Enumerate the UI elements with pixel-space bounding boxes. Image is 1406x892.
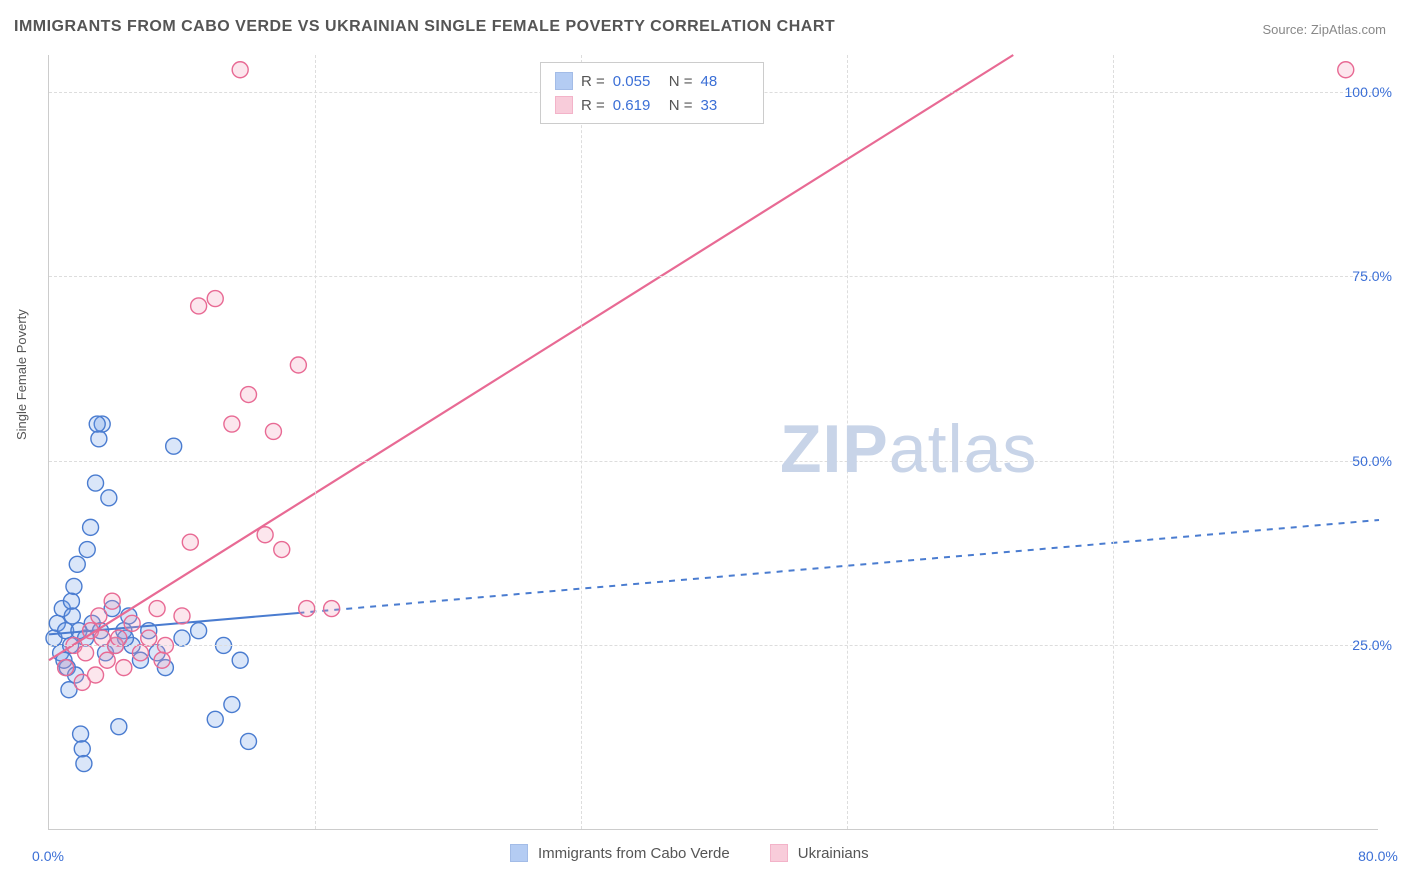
swatch-ukr (555, 96, 573, 114)
data-point (182, 534, 198, 550)
data-point (1338, 62, 1354, 78)
scatter-svg (49, 55, 1378, 829)
gridline-h (49, 461, 1378, 462)
legend-item-ukr: Ukrainians (770, 844, 869, 862)
data-point (299, 601, 315, 617)
data-point (116, 660, 132, 676)
data-point (111, 719, 127, 735)
gridline-v (847, 55, 848, 829)
source-label: Source: ZipAtlas.com (1262, 22, 1386, 37)
data-point (224, 416, 240, 432)
ytick-label: 50.0% (1352, 453, 1392, 469)
swatch-cabo (555, 72, 573, 90)
data-point (191, 298, 207, 314)
ytick-label: 100.0% (1345, 84, 1392, 100)
data-point (241, 387, 257, 403)
data-point (64, 608, 80, 624)
data-point (191, 623, 207, 639)
n-value-ukr: 33 (701, 97, 749, 114)
data-point (79, 542, 95, 558)
data-point (166, 438, 182, 454)
series-name-ukr: Ukrainians (798, 845, 869, 862)
data-point (274, 542, 290, 558)
series-name-cabo: Immigrants from Cabo Verde (538, 845, 730, 862)
data-point (78, 645, 94, 661)
data-point (73, 726, 89, 742)
data-point (88, 475, 104, 491)
data-point (141, 630, 157, 646)
r-value-ukr: 0.619 (613, 97, 661, 114)
data-point (88, 667, 104, 683)
data-point (101, 490, 117, 506)
n-value-cabo: 48 (701, 73, 749, 90)
r-value-cabo: 0.055 (613, 73, 661, 90)
data-point (66, 578, 82, 594)
data-point (207, 291, 223, 307)
gridline-v (315, 55, 316, 829)
n-label: N = (669, 73, 693, 90)
legend-correlation: R = 0.055 N = 48 R = 0.619 N = 33 (540, 62, 764, 124)
data-point (58, 660, 74, 676)
data-point (149, 601, 165, 617)
data-point (174, 630, 190, 646)
regression-line-extrapolated (298, 520, 1379, 613)
gridline-h (49, 276, 1378, 277)
data-point (89, 416, 105, 432)
xtick-label: 0.0% (32, 848, 64, 864)
data-point (232, 652, 248, 668)
gridline-h (49, 645, 1378, 646)
data-point (74, 741, 90, 757)
data-point (132, 645, 148, 661)
ytick-label: 75.0% (1352, 268, 1392, 284)
legend-row-ukr: R = 0.619 N = 33 (555, 93, 749, 117)
data-point (232, 62, 248, 78)
data-point (290, 357, 306, 373)
gridline-v (581, 55, 582, 829)
r-label: R = (581, 97, 605, 114)
data-point (76, 756, 92, 772)
gridline-v (1113, 55, 1114, 829)
data-point (104, 593, 120, 609)
swatch-ukr-icon (770, 844, 788, 862)
legend-item-cabo: Immigrants from Cabo Verde (510, 844, 730, 862)
data-point (265, 423, 281, 439)
data-point (99, 652, 115, 668)
y-axis-label: Single Female Poverty (14, 309, 29, 440)
r-label: R = (581, 73, 605, 90)
data-point (224, 697, 240, 713)
legend-series: Immigrants from Cabo Verde Ukrainians (510, 844, 869, 862)
xtick-label: 80.0% (1358, 848, 1398, 864)
plot-area (48, 55, 1378, 830)
data-point (174, 608, 190, 624)
chart-title: IMMIGRANTS FROM CABO VERDE VS UKRAINIAN … (14, 18, 835, 36)
data-point (83, 519, 99, 535)
regression-line (49, 55, 1013, 660)
data-point (324, 601, 340, 617)
data-point (91, 431, 107, 447)
legend-row-cabo: R = 0.055 N = 48 (555, 69, 749, 93)
n-label: N = (669, 97, 693, 114)
data-point (207, 711, 223, 727)
data-point (91, 608, 107, 624)
data-point (63, 593, 79, 609)
data-point (154, 652, 170, 668)
swatch-cabo-icon (510, 844, 528, 862)
ytick-label: 25.0% (1352, 637, 1392, 653)
data-point (241, 733, 257, 749)
data-point (111, 630, 127, 646)
data-point (124, 615, 140, 631)
data-point (69, 556, 85, 572)
